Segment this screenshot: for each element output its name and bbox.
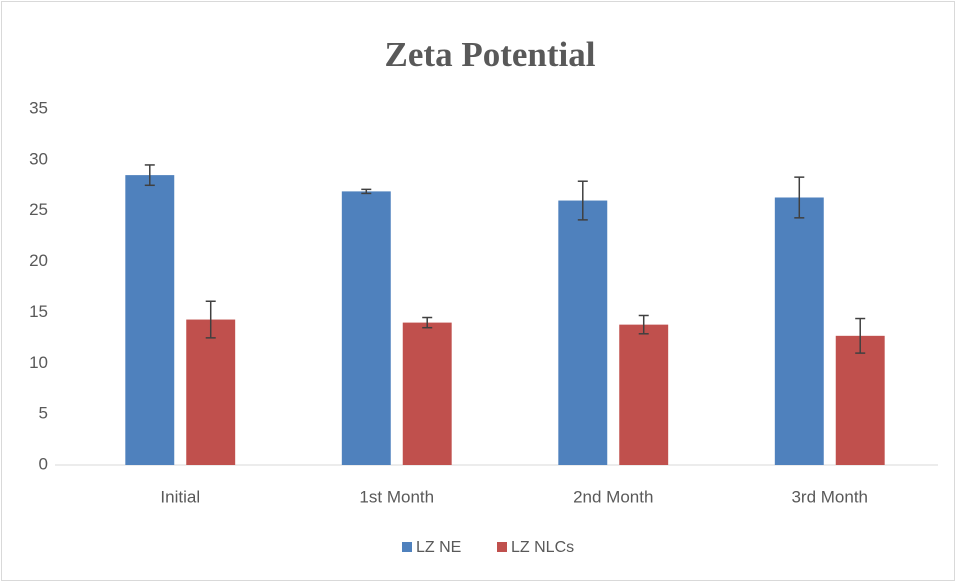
- bar: [125, 175, 175, 465]
- bar: [835, 335, 885, 465]
- y-tick-label: 10: [29, 353, 48, 372]
- y-tick-label: 0: [39, 454, 48, 473]
- y-tick-label: 5: [39, 404, 48, 423]
- bar: [402, 322, 452, 465]
- bar: [774, 197, 824, 465]
- error-bar: [361, 188, 372, 195]
- error-bar: [855, 317, 866, 354]
- x-tick-label: 1st Month: [359, 487, 434, 506]
- error-bar: [422, 316, 433, 329]
- error-bar: [794, 176, 805, 219]
- y-tick-label: 30: [29, 149, 48, 168]
- x-tick-label: Initial: [160, 487, 200, 506]
- bar: [619, 324, 669, 465]
- error-bar: [205, 300, 216, 339]
- bar: [341, 191, 391, 466]
- bar: [186, 319, 236, 465]
- x-tick-label: 3rd Month: [791, 487, 868, 506]
- bar: [558, 200, 608, 466]
- legend-swatch: [497, 542, 507, 552]
- chart-title: Zeta Potential: [385, 35, 596, 74]
- y-tick-label: 15: [29, 302, 48, 321]
- y-tick-label: 20: [29, 251, 48, 270]
- error-bar: [577, 180, 588, 221]
- legend-label: LZ NE: [416, 539, 461, 556]
- x-tick-label: 2nd Month: [573, 487, 653, 506]
- error-bar: [638, 314, 649, 335]
- error-bar: [144, 164, 155, 187]
- legend-swatch: [402, 542, 412, 552]
- legend-label: LZ NLCs: [511, 539, 574, 556]
- y-tick-label: 25: [29, 200, 48, 219]
- y-tick-label: 35: [29, 98, 48, 117]
